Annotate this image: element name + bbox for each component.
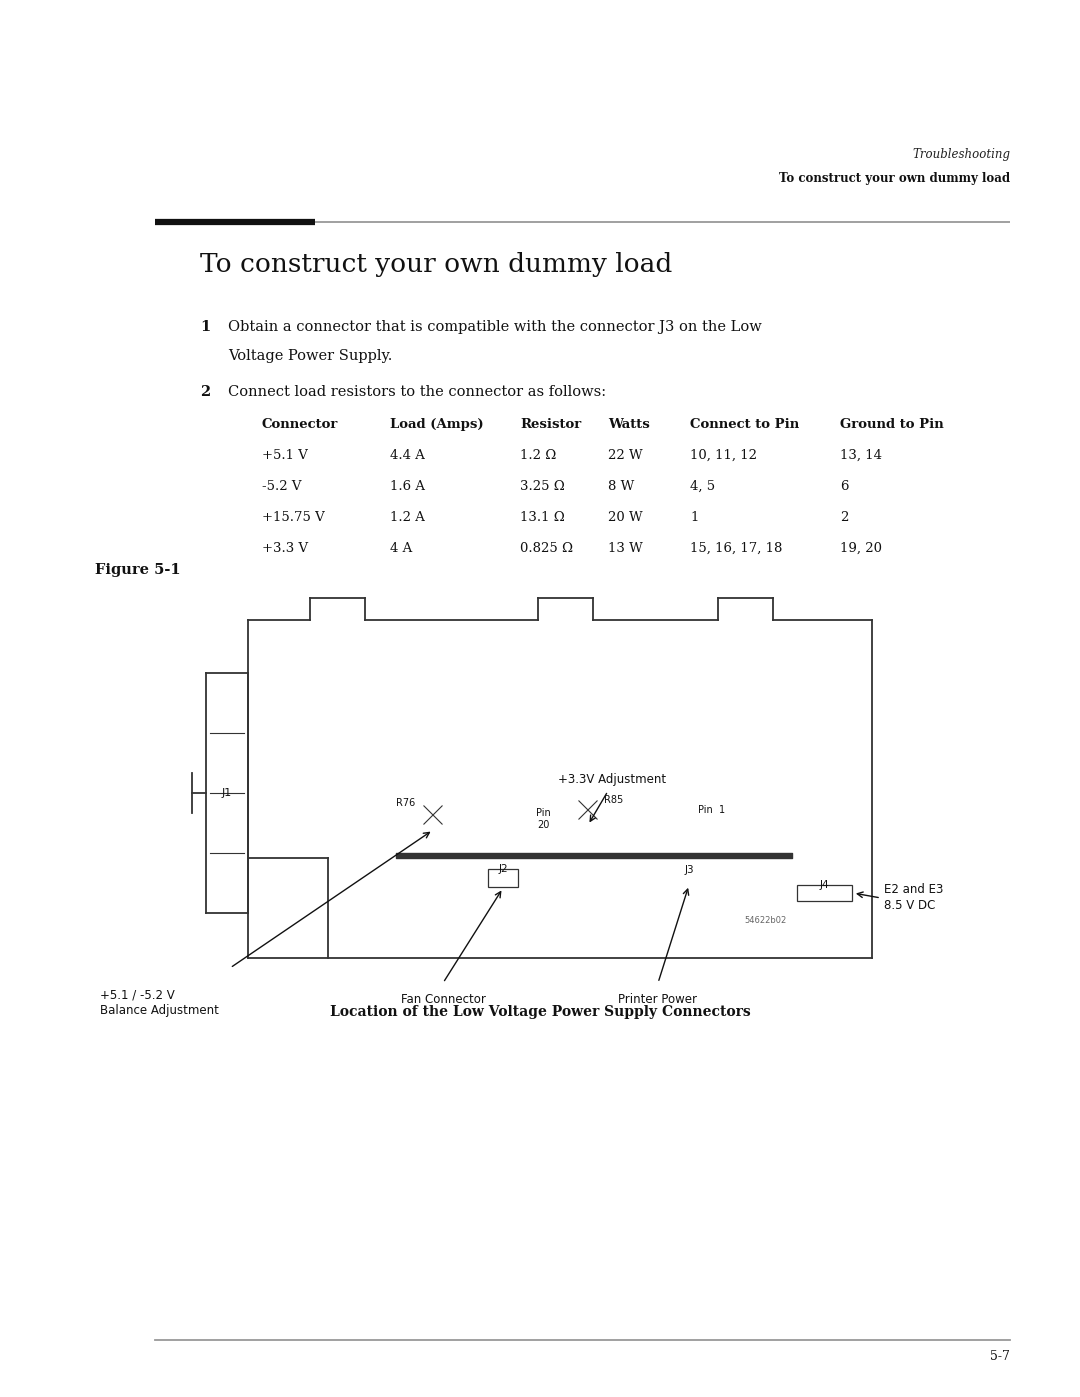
- Text: +5.1 / -5.2 V
Balance Adjustment: +5.1 / -5.2 V Balance Adjustment: [100, 988, 219, 1017]
- Text: 5-7: 5-7: [990, 1350, 1010, 1363]
- Circle shape: [565, 873, 575, 883]
- Text: 1: 1: [200, 320, 211, 334]
- Text: 0.825 Ω: 0.825 Ω: [519, 542, 573, 555]
- Text: 4, 5: 4, 5: [690, 481, 715, 493]
- Circle shape: [705, 873, 715, 883]
- Circle shape: [663, 873, 673, 883]
- Text: 13 W: 13 W: [608, 542, 643, 555]
- Circle shape: [505, 873, 515, 883]
- Circle shape: [789, 873, 799, 883]
- Text: 15, 16, 17, 18: 15, 16, 17, 18: [690, 542, 782, 555]
- Text: +15.75 V: +15.75 V: [262, 511, 325, 524]
- Text: Troubleshooting: Troubleshooting: [912, 148, 1010, 161]
- Circle shape: [593, 873, 603, 883]
- Text: Fan Connector: Fan Connector: [401, 993, 485, 1006]
- Bar: [488, 869, 518, 887]
- Circle shape: [579, 873, 589, 883]
- Circle shape: [761, 873, 771, 883]
- Circle shape: [607, 873, 617, 883]
- Circle shape: [649, 873, 659, 883]
- Text: 1: 1: [690, 511, 699, 524]
- Circle shape: [775, 873, 785, 883]
- Circle shape: [733, 873, 743, 883]
- Text: 1.2 Ω: 1.2 Ω: [519, 448, 556, 462]
- Circle shape: [575, 798, 600, 823]
- Text: 13.1 Ω: 13.1 Ω: [519, 511, 565, 524]
- Bar: [797, 886, 852, 901]
- Text: J3: J3: [685, 865, 693, 875]
- Text: R76: R76: [395, 798, 415, 807]
- Text: Resistor: Resistor: [519, 418, 581, 432]
- Text: Watts: Watts: [608, 418, 650, 432]
- Text: Obtain a connector that is compatible with the connector J3 on the Low: Obtain a connector that is compatible wi…: [228, 320, 761, 334]
- Text: E2 and E3
8.5 V DC: E2 and E3 8.5 V DC: [885, 883, 943, 912]
- Text: 8 W: 8 W: [608, 481, 634, 493]
- Text: 6: 6: [840, 481, 849, 493]
- Text: Connect load resistors to the connector as follows:: Connect load resistors to the connector …: [228, 386, 606, 400]
- Text: Ground to Pin: Ground to Pin: [840, 418, 944, 432]
- Text: Connector: Connector: [262, 418, 338, 432]
- Text: R85: R85: [604, 795, 623, 805]
- Circle shape: [621, 873, 631, 883]
- Text: Location of the Low Voltage Power Supply Connectors: Location of the Low Voltage Power Supply…: [329, 1004, 751, 1018]
- Text: 13, 14: 13, 14: [840, 448, 882, 462]
- Text: 10, 11, 12: 10, 11, 12: [690, 448, 757, 462]
- Text: To construct your own dummy load: To construct your own dummy load: [200, 251, 672, 277]
- Text: J4: J4: [820, 880, 829, 890]
- Text: -5.2 V: -5.2 V: [262, 481, 301, 493]
- Text: J2: J2: [498, 863, 508, 875]
- Text: Pin  1: Pin 1: [698, 805, 725, 814]
- Circle shape: [816, 873, 827, 883]
- Text: 1.6 A: 1.6 A: [390, 481, 426, 493]
- Text: 4.4 A: 4.4 A: [390, 448, 424, 462]
- Circle shape: [719, 873, 729, 883]
- Text: +5.1 V: +5.1 V: [262, 448, 308, 462]
- Circle shape: [551, 873, 561, 883]
- Text: Pin
20: Pin 20: [536, 807, 551, 830]
- Text: 22 W: 22 W: [608, 448, 643, 462]
- Text: Printer Power: Printer Power: [619, 993, 698, 1006]
- Circle shape: [635, 873, 645, 883]
- Text: 19, 20: 19, 20: [840, 542, 882, 555]
- Text: Load (Amps): Load (Amps): [390, 418, 484, 432]
- Circle shape: [677, 873, 687, 883]
- Circle shape: [420, 802, 446, 828]
- Text: 2: 2: [840, 511, 849, 524]
- Text: 1.2 A: 1.2 A: [390, 511, 424, 524]
- Circle shape: [691, 873, 701, 883]
- Text: 2: 2: [200, 386, 211, 400]
- Text: +3.3V Adjustment: +3.3V Adjustment: [558, 773, 666, 787]
- Text: Connect to Pin: Connect to Pin: [690, 418, 799, 432]
- Text: 20 W: 20 W: [608, 511, 643, 524]
- Text: J1: J1: [221, 788, 232, 798]
- Text: 54622b02: 54622b02: [745, 916, 787, 925]
- Circle shape: [747, 873, 757, 883]
- Text: Voltage Power Supply.: Voltage Power Supply.: [228, 349, 392, 363]
- Text: +3.3 V: +3.3 V: [262, 542, 308, 555]
- Circle shape: [491, 873, 501, 883]
- Text: 4 A: 4 A: [390, 542, 413, 555]
- Text: Figure 5-1: Figure 5-1: [95, 563, 180, 577]
- Circle shape: [804, 873, 813, 883]
- Text: To construct your own dummy load: To construct your own dummy load: [779, 172, 1010, 184]
- Text: 3.25 Ω: 3.25 Ω: [519, 481, 565, 493]
